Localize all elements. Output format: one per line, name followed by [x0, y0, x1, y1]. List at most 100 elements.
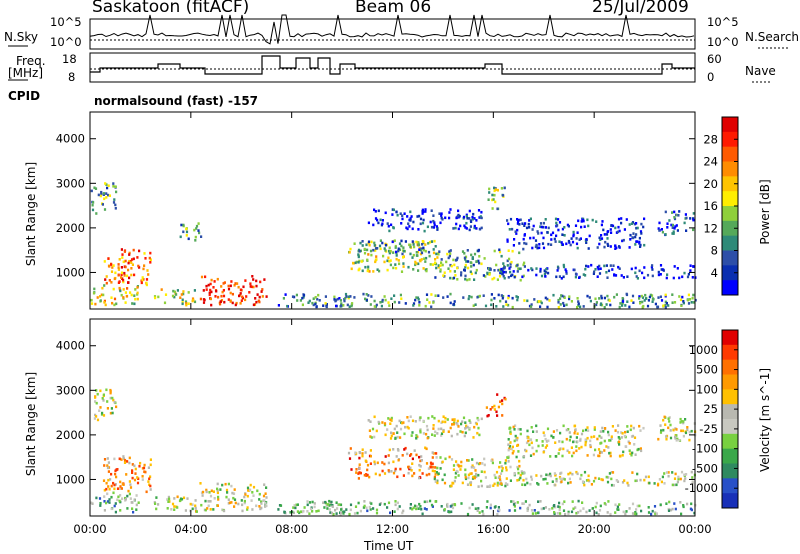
- heatmap-cell: [308, 299, 311, 303]
- heatmap-cell: [607, 446, 610, 449]
- heatmap-cell: [506, 219, 509, 222]
- heatmap-cell: [258, 492, 261, 496]
- heatmap-cell: [406, 215, 409, 218]
- heatmap-cell: [456, 470, 459, 474]
- heatmap-cell: [629, 428, 632, 432]
- heatmap-cell: [634, 453, 637, 456]
- heatmap-cell: [480, 470, 483, 473]
- heatmap-cell: [564, 512, 567, 516]
- heatmap-cell: [349, 247, 352, 251]
- heatmap-cell: [359, 509, 362, 513]
- heatmap-cell: [173, 508, 176, 511]
- heatmap-cell: [448, 455, 451, 459]
- heatmap-cell: [671, 211, 674, 214]
- heatmap-cell: [507, 303, 510, 307]
- colorbar-tick-label: 500: [696, 363, 718, 377]
- heatmap-cell: [103, 500, 106, 503]
- heatmap-cell: [451, 481, 454, 485]
- heatmap-cell: [449, 426, 452, 430]
- heatmap-cell: [405, 226, 408, 230]
- heatmap-cell: [605, 475, 608, 479]
- heatmap-cell: [523, 261, 526, 265]
- heatmap-cell: [620, 431, 623, 434]
- heatmap-cell: [500, 187, 503, 190]
- heatmap-cell: [609, 451, 612, 455]
- heatmap-cell: [630, 453, 633, 457]
- heatmap-cell: [635, 226, 638, 230]
- heatmap-cell: [598, 434, 601, 438]
- heatmap-cell: [426, 436, 429, 440]
- heatmap-cell: [486, 272, 489, 276]
- heatmap-cell: [401, 454, 404, 457]
- heatmap-cell: [687, 293, 690, 297]
- heatmap-cell: [503, 186, 506, 190]
- heatmap-cell: [469, 421, 472, 424]
- heatmap-cell: [662, 304, 665, 307]
- heatmap-cell: [97, 193, 100, 197]
- heatmap-cell: [258, 300, 261, 304]
- colorbar-tick-label: 16: [703, 199, 718, 213]
- heatmap-cell: [668, 420, 671, 423]
- heatmap-cell: [425, 269, 428, 273]
- heatmap-cell: [101, 286, 104, 290]
- heatmap-cell: [504, 270, 507, 274]
- heatmap-cell: [489, 503, 492, 507]
- heatmap-cell: [417, 298, 420, 301]
- heatmap-cell: [542, 236, 545, 240]
- heatmap-cell: [580, 225, 583, 229]
- heatmap-cell: [95, 401, 98, 405]
- heatmap-cell: [265, 496, 268, 499]
- heatmap-cell: [131, 471, 134, 474]
- heatmap-cell: [487, 198, 490, 201]
- heatmap-cell: [539, 270, 542, 273]
- heatmap-cell: [216, 482, 219, 486]
- heatmap-cell: [680, 420, 683, 423]
- heatmap-cell: [208, 291, 211, 295]
- heatmap-cell: [369, 454, 372, 458]
- heatmap-cell: [471, 217, 474, 221]
- heatmap-cell: [449, 276, 452, 280]
- heatmap-cell: [197, 229, 200, 232]
- heatmap-cell: [473, 217, 476, 220]
- heatmap-cell: [651, 509, 654, 513]
- heatmap-cell: [400, 244, 403, 248]
- heatmap-cell: [682, 421, 685, 425]
- heatmap-cell: [93, 186, 96, 190]
- heatmap-cell: [418, 246, 421, 250]
- heatmap-cell: [330, 511, 334, 515]
- heatmap-cell: [308, 501, 312, 504]
- heatmap-cell: [508, 267, 511, 270]
- heatmap-cell: [664, 423, 667, 426]
- heatmap-cell: [95, 415, 98, 418]
- heatmap-cell: [595, 220, 598, 223]
- heatmap-cell: [239, 302, 242, 305]
- x-tick-label: 08:00: [275, 522, 308, 536]
- heatmap-cell: [366, 258, 369, 262]
- heatmap-cell: [634, 266, 637, 270]
- heatmap-cell: [470, 220, 473, 223]
- heatmap-cell: [596, 275, 599, 278]
- heatmap-cell: [110, 270, 114, 273]
- heatmap-cell: [577, 219, 580, 223]
- colorbar-tick-label: 25: [703, 402, 718, 416]
- heatmap-cell: [387, 469, 390, 472]
- heatmap-cell: [692, 301, 695, 304]
- heatmap-cell: [421, 212, 424, 215]
- heatmap-cell: [609, 264, 612, 267]
- heatmap-cell: [660, 480, 663, 484]
- heatmap-cell: [498, 465, 501, 469]
- heatmap-cell: [558, 275, 561, 278]
- heatmap-cell: [667, 509, 671, 512]
- heatmap-cell: [586, 426, 589, 429]
- heatmap-cell: [380, 304, 383, 308]
- heatmap-cell: [115, 302, 118, 306]
- heatmap-cell: [609, 512, 612, 516]
- heatmap-cell: [252, 285, 255, 289]
- heatmap-cell: [575, 242, 579, 246]
- heatmap-cell: [603, 245, 606, 249]
- heatmap-cell: [478, 433, 481, 437]
- heatmap-cell: [106, 492, 109, 496]
- heatmap-cell: [542, 478, 545, 481]
- heatmap-cell: [561, 440, 564, 444]
- heatmap-cell: [416, 241, 419, 244]
